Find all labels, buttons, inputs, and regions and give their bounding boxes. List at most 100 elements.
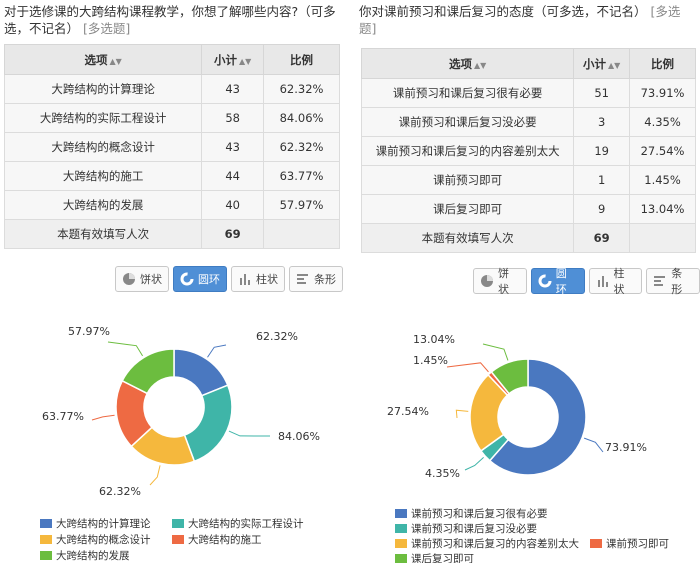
label-leader-line [464, 457, 484, 471]
header-count[interactable]: 小计 ▲▼ [573, 48, 631, 79]
chart-type-label: 饼状 [140, 273, 162, 286]
label-leader-line [583, 437, 604, 453]
row-ratio: 1.45% [629, 165, 696, 195]
donut-slice[interactable] [183, 384, 233, 463]
legend-label: 课后复习即可 [411, 553, 474, 563]
chart-type-button-hbar[interactable]: 条形 [289, 266, 343, 292]
row-ratio: 62.32% [263, 74, 340, 104]
donut-chart: 73.91% 4.35% 27.54% 1.45% 13.04% [387, 333, 647, 480]
header-option[interactable]: 选项 ▲▼ [3, 44, 203, 75]
header-count[interactable]: 小计 ▲▼ [201, 44, 265, 75]
data-label: 27.54% [387, 405, 429, 418]
legend-label: 大跨结构的施工 [188, 534, 262, 546]
row-label: 课前预习和课后复习很有必要 [360, 78, 575, 108]
legend-item[interactable]: 大跨结构的发展 [40, 548, 130, 563]
pie-icon [480, 274, 498, 288]
donut-slice[interactable] [488, 358, 587, 476]
row-ratio: 63.77% [263, 161, 340, 191]
question-type-tag: [多选题] [359, 4, 681, 36]
data-label: 73.91% [605, 441, 647, 454]
donut-slice[interactable] [490, 358, 529, 395]
chart-type-toolbar: 饼状 圆环 柱状 条形 [473, 267, 700, 296]
row-ratio: 73.91% [629, 78, 696, 108]
legend-swatch [395, 554, 407, 563]
donut-slice[interactable] [121, 348, 175, 395]
data-label: 62.32% [256, 330, 298, 343]
table-row: 课前预习和课后复习没必要 3 4.35% [360, 107, 696, 137]
chart-type-button-bar[interactable]: 柱状 [231, 266, 285, 292]
row-count: 43 [201, 74, 265, 104]
chart-type-button-pie[interactable]: 饼状 [473, 267, 527, 296]
chart-type-label: 圆环 [198, 273, 220, 286]
table-row: 大跨结构的施工 44 63.77% [3, 161, 340, 191]
question-text: 你对课前预习和课后复习的态度（可多选，不记名） [359, 4, 647, 19]
pie-icon [122, 272, 140, 286]
row-ratio: 57.97% [263, 190, 340, 220]
chart-type-label: 柱状 [256, 273, 278, 286]
row-label: 课前预习和课后复习没必要 [360, 107, 575, 137]
legend-label: 课前预习和课后复习没必要 [411, 523, 537, 535]
bar-icon [596, 274, 614, 288]
chart-type-label: 饼状 [498, 267, 509, 296]
question-title: 你对课前预习和课后复习的态度（可多选，不记名） [多选题] [359, 3, 695, 37]
row-ratio: 13.04% [629, 194, 696, 224]
row-ratio: 62.32% [263, 132, 340, 162]
chart-type-toolbar: 饼状 圆环 柱状 条形 [115, 266, 343, 292]
data-label: 63.77% [42, 410, 84, 423]
data-label: 57.97% [68, 325, 110, 338]
label-leader-line [91, 414, 115, 421]
legend-swatch [395, 524, 407, 533]
legend-item[interactable]: 大跨结构的概念设计 [40, 532, 151, 547]
row-count: 3 [573, 107, 631, 137]
chart-type-label: 条形 [314, 273, 336, 286]
legend-label: 大跨结构的发展 [56, 550, 130, 562]
label-leader-line [207, 344, 227, 358]
chart-type-button-hbar[interactable]: 条形 [646, 267, 700, 296]
legend-item[interactable]: 课前预习和课后复习的内容差别太大 [395, 536, 579, 551]
data-label: 62.32% [99, 485, 141, 498]
data-label: 84.06% [278, 430, 320, 443]
data-label: 13.04% [413, 333, 455, 346]
row-label: 大跨结构的实际工程设计 [3, 103, 203, 133]
chart-type-button-donut[interactable]: 圆环 [173, 266, 227, 292]
data-label: 4.35% [425, 467, 460, 480]
row-count: 9 [573, 194, 631, 224]
table-row: 课后复习即可 9 13.04% [360, 194, 696, 224]
label-leader-line [149, 465, 161, 486]
legend-swatch [40, 551, 52, 560]
row-ratio: 27.54% [629, 136, 696, 166]
legend-item[interactable]: 课后复习即可 [395, 551, 474, 563]
chart-type-button-pie[interactable]: 饼状 [115, 266, 169, 292]
legend-label: 课前预习和课后复习的内容差别太大 [411, 538, 579, 550]
sort-icon[interactable]: ▲▼ [109, 56, 122, 66]
sort-icon[interactable]: ▲▼ [239, 56, 252, 66]
hbar-icon [653, 274, 671, 288]
sort-icon[interactable]: ▲▼ [607, 60, 621, 70]
table-row: 课前预习即可 1 1.45% [360, 165, 696, 195]
total-empty-cell [263, 219, 340, 249]
row-ratio: 4.35% [629, 107, 696, 137]
chart-type-button-donut[interactable]: 圆环 [530, 267, 585, 296]
total-count: 69 [573, 223, 631, 253]
question-text: 对于选修课的大跨结构课程教学，你想了解哪些内容?（可多选，不记名） [4, 4, 336, 36]
row-count: 40 [201, 190, 265, 220]
chart-type-label: 柱状 [613, 267, 625, 296]
legend-item[interactable]: 课前预习和课后复习没必要 [395, 521, 537, 536]
table-row: 课前预习和课后复习很有必要 51 73.91% [360, 78, 696, 108]
header-ratio: 比例 [629, 48, 696, 79]
donut-icon [538, 274, 556, 288]
table-row: 大跨结构的实际工程设计 58 84.06% [3, 103, 340, 133]
table-header-row: 选项 ▲▼ 小计 ▲▼ 比例 [360, 48, 696, 79]
row-label: 课前预习即可 [360, 165, 575, 195]
survey-panel-left: 对于选修课的大跨结构课程教学，你想了解哪些内容?（可多选，不记名） [多选题] 选… [0, 0, 345, 563]
bar-icon [238, 272, 256, 286]
header-option[interactable]: 选项 ▲▼ [360, 48, 575, 79]
total-empty-cell [629, 223, 696, 253]
row-label: 大跨结构的计算理论 [3, 74, 203, 104]
header-ratio: 比例 [263, 44, 340, 75]
sort-icon[interactable]: ▲▼ [473, 60, 487, 70]
legend-item[interactable]: 大跨结构的施工 [172, 532, 262, 547]
chart-type-button-bar[interactable]: 柱状 [588, 267, 643, 296]
legend-item[interactable]: 课前预习即可 [590, 536, 669, 551]
label-leader-line [482, 343, 509, 361]
